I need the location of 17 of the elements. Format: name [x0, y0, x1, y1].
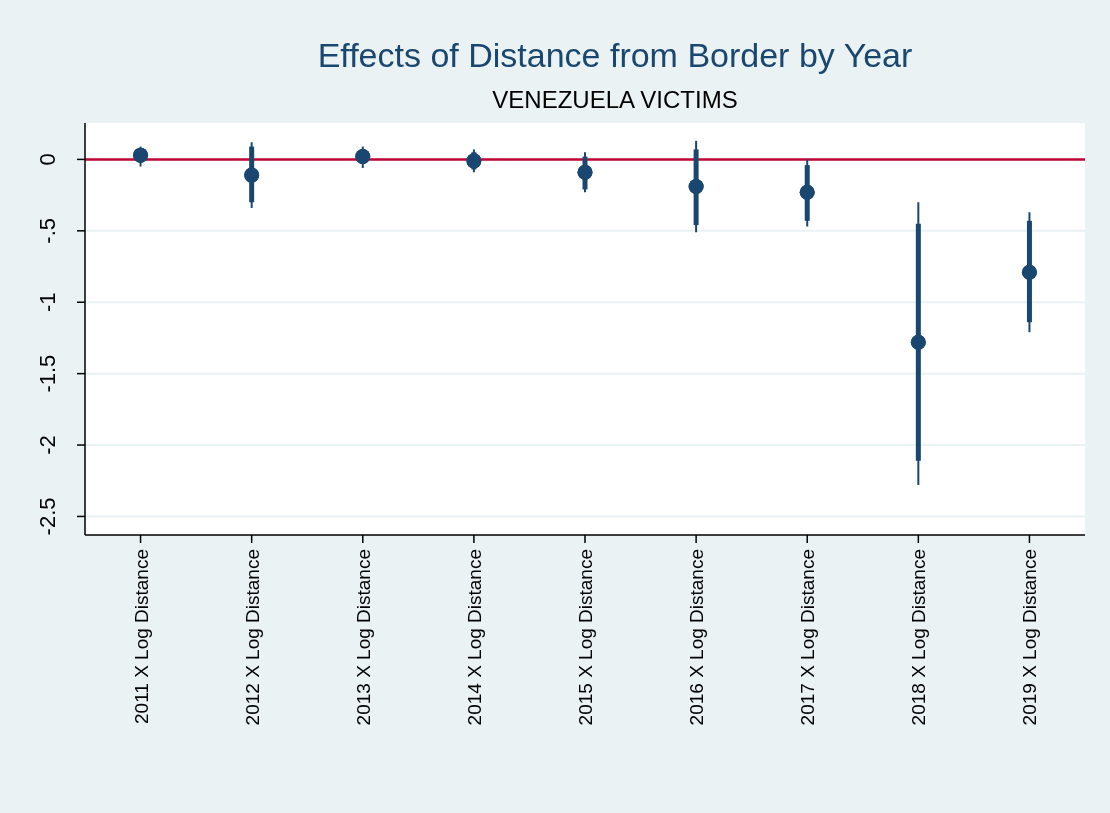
- x-tick-label: 2014 X Log Distance: [463, 549, 485, 726]
- y-tick-label: 0: [35, 153, 60, 166]
- x-tick-label: 2011 X Log Distance: [130, 549, 152, 724]
- y-tick-label: -2.5: [35, 497, 60, 536]
- y-tick-label: -2: [35, 435, 60, 455]
- x-tick-label: 2013 X Log Distance: [352, 549, 374, 726]
- chart-subtitle: VENEZUELA VICTIMS: [492, 86, 738, 113]
- y-tick-label: -1.5: [35, 354, 60, 393]
- x-tick-label: 2017 X Log Distance: [797, 549, 819, 726]
- x-tick-label: 2018 X Log Distance: [908, 549, 930, 726]
- y-tick-label: -1: [35, 292, 60, 312]
- x-tick-label: 2015 X Log Distance: [575, 549, 596, 726]
- x-tick-label: 2012 X Log Distance: [241, 549, 263, 726]
- chart-title: Effects of Distance from Border by Year: [317, 36, 913, 74]
- x-tick-label: 2016 X Log Distance: [686, 549, 708, 726]
- y-tick-label: -.5: [35, 217, 60, 244]
- x-tick-label: 2019 X Log Distance: [1019, 549, 1041, 726]
